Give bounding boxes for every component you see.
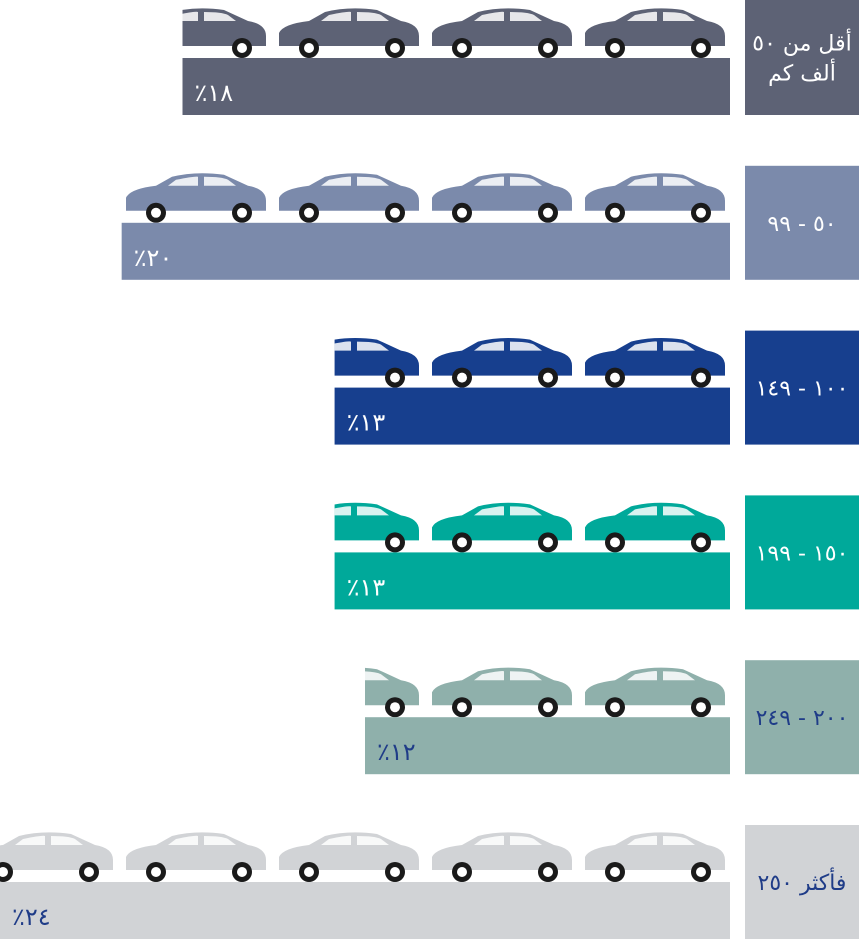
bar	[0, 882, 730, 939]
car-icon	[126, 503, 266, 553]
bar	[121, 222, 730, 280]
category-box	[745, 330, 859, 445]
category-box	[745, 660, 859, 775]
category-label: ١٠٠ - ١٤٩	[756, 377, 849, 402]
car-icon	[585, 832, 725, 882]
car-icon	[279, 8, 419, 58]
value-label: ١٣٪	[347, 409, 386, 437]
car-icon	[334, 338, 419, 388]
car-icon	[365, 667, 419, 718]
car-row	[0, 832, 725, 882]
car-icon	[432, 832, 572, 882]
car-icon	[126, 668, 266, 718]
car-icon	[182, 8, 266, 58]
bar	[334, 387, 730, 445]
category-label: أقل من ٥٠ ألف كم	[752, 29, 851, 87]
category-label: ١٥٠ - ١٩٩	[756, 541, 849, 566]
bar	[182, 58, 730, 115]
value-label: ١٨٪	[195, 79, 234, 107]
car-icon	[585, 667, 725, 718]
car-icon	[432, 338, 572, 388]
car-row	[0, 8, 725, 58]
car-icon	[334, 502, 419, 553]
car-icon	[585, 8, 725, 58]
car-icon	[432, 502, 572, 553]
category-label: ٢٠٠ - ٢٤٩	[756, 706, 849, 731]
category-box	[745, 495, 859, 610]
category-box	[745, 0, 859, 115]
category-box	[745, 825, 859, 939]
car-icon	[279, 832, 419, 882]
car-icon	[126, 338, 266, 388]
car-row	[126, 502, 725, 553]
category-label: فأكثر ٢٥٠	[758, 867, 847, 896]
car-icon	[585, 338, 725, 388]
value-label: ٢٠٪	[134, 244, 173, 272]
car-icon	[0, 173, 113, 223]
bar	[334, 552, 730, 610]
car-icon	[126, 832, 266, 882]
car-icon	[432, 8, 572, 58]
bar	[365, 717, 730, 775]
car-icon	[126, 173, 266, 223]
car-row	[126, 667, 725, 718]
car-icon	[585, 173, 725, 223]
car-icon	[279, 173, 419, 223]
value-label: ١٣٪	[347, 573, 386, 601]
car-icon	[0, 8, 113, 58]
car-icon	[432, 667, 572, 718]
car-row	[0, 173, 725, 223]
car-row	[126, 338, 725, 388]
car-icon	[0, 832, 113, 882]
car-icon	[585, 502, 725, 553]
value-label: ٢٤٪	[12, 903, 51, 931]
category-label: ٥٠ - ٩٩	[767, 212, 836, 237]
category-box	[745, 165, 859, 280]
value-label: ١٢٪	[377, 738, 416, 766]
car-icon	[432, 173, 572, 223]
